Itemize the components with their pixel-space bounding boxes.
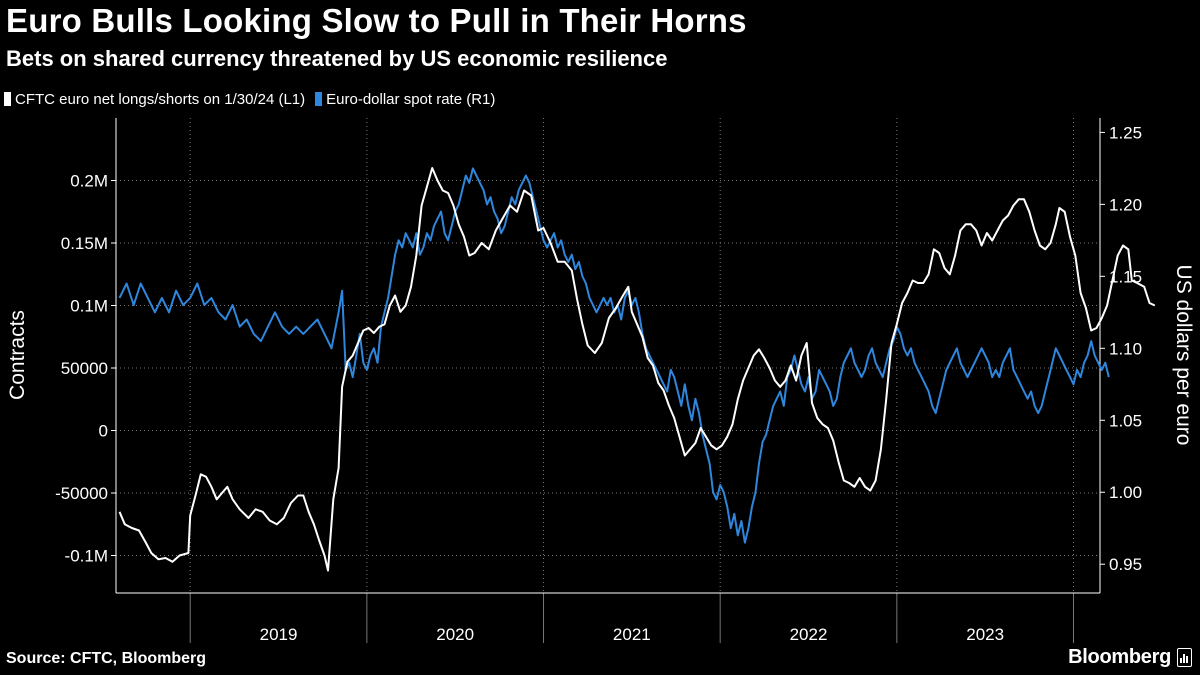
left-tick-label: -50000 [55, 484, 108, 503]
bar-chart-icon [1177, 648, 1192, 667]
chart-subtitle: Bets on shared currency threatened by US… [6, 46, 668, 71]
right-tick-label: 1.00 [1109, 483, 1142, 502]
series-line-eurusd [118, 167, 1110, 544]
series-layer [118, 167, 1156, 572]
right-tick-label: 1.20 [1109, 195, 1142, 214]
left-tick-label: 0.1M [70, 297, 108, 316]
left-tick-label: 0.15M [61, 234, 108, 253]
x-tick-label: 2022 [790, 625, 828, 644]
left-tick-label: 0.2M [70, 172, 108, 191]
left-tick-label: 50000 [61, 359, 108, 378]
legend-label-eurusd: Euro-dollar spot rate (R1) [326, 90, 496, 108]
left-tick-label: 0 [99, 422, 108, 441]
right-tick-label: 1.25 [1109, 123, 1142, 142]
right-axis-title: US dollars per euro [1172, 265, 1195, 446]
chart-title: Euro Bulls Looking Slow to Pull in Their… [6, 2, 747, 39]
legend: CFTC euro net longs/shorts on 1/30/24 (L… [4, 88, 505, 110]
x-tick-label: 2023 [966, 625, 1004, 644]
x-tick-label: 2019 [260, 625, 298, 644]
brand-logo: Bloomberg [1068, 646, 1192, 669]
right-tick-label: 1.10 [1109, 339, 1142, 358]
right-tick-label: 0.95 [1109, 555, 1142, 574]
legend-item-cftc: CFTC euro net longs/shorts on 1/30/24 (L… [4, 91, 305, 108]
left-axis-title: Contracts [6, 310, 29, 400]
series-line-cftc [118, 167, 1156, 572]
legend-swatch-white [4, 92, 11, 106]
axis-layer: 0.2M 0.15M 0.1M 50000 0 -50000 -0.1M 1.25 1.20 1.… [55, 118, 1142, 644]
right-tick-label: 1.05 [1109, 411, 1142, 430]
legend-label-cftc: CFTC euro net longs/shorts on 1/30/24 (L… [15, 90, 306, 108]
left-tick-label: -0.1M [65, 547, 108, 566]
source-note: Source: CFTC, Bloomberg [6, 650, 207, 667]
x-tick-label: 2020 [436, 625, 474, 644]
x-tick-label: 2021 [613, 625, 651, 644]
legend-swatch-blue [315, 92, 323, 106]
brand-name: Bloomberg [1068, 646, 1171, 668]
legend-item-eurusd: Euro-dollar spot rate (R1) [315, 91, 495, 108]
